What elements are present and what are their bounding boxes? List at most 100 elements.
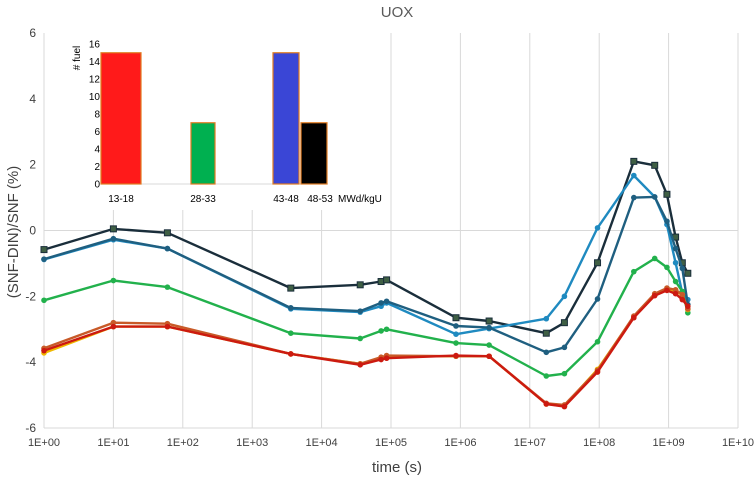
- data-point: [109, 225, 117, 233]
- y-tick-label: 4: [29, 92, 36, 106]
- inset-y-tick-label: 12: [89, 75, 101, 86]
- data-point: [41, 347, 47, 354]
- data-point: [679, 296, 686, 303]
- data-point: [560, 319, 568, 327]
- x-tick-labels: 1E+00 1E+01 1E+02 1E+03 1E+04 1E+05 1E+06 1E+07…: [28, 437, 754, 449]
- data-point: [41, 297, 47, 304]
- data-point: [672, 286, 679, 293]
- data-point: [631, 194, 637, 201]
- x-tick-label: 1E+08: [583, 437, 615, 449]
- x-tick-label: 1E+07: [514, 437, 546, 449]
- data-point: [651, 161, 659, 169]
- data-point: [561, 293, 568, 300]
- x-tick-label: 1E+03: [236, 437, 268, 449]
- y-tick-label: 2: [29, 158, 36, 172]
- data-point: [594, 225, 601, 231]
- data-point: [486, 324, 492, 331]
- data-point: [453, 331, 459, 337]
- inset-y-tick-label: 14: [89, 57, 101, 68]
- inset-x-tick-labels: 13-18 28-33 43-48 48-53: [108, 194, 333, 205]
- data-point: [378, 328, 384, 334]
- series-4: [41, 255, 691, 379]
- inset-bars: [100, 52, 328, 185]
- inset-x-tick-label: 28-33: [190, 194, 216, 205]
- x-tick-label: 1E+00: [28, 437, 60, 449]
- inset-unit-label: MWd/kgU: [338, 194, 382, 205]
- data-point: [684, 269, 692, 277]
- data-point: [630, 157, 638, 165]
- data-point: [679, 291, 686, 298]
- data-point: [631, 314, 637, 321]
- data-point: [543, 401, 550, 407]
- data-point: [631, 268, 637, 275]
- inset-bar: [300, 122, 328, 185]
- data-point: [594, 296, 601, 302]
- x-axis-label: time (s): [372, 459, 422, 476]
- data-point: [486, 353, 492, 360]
- data-point: [383, 326, 390, 333]
- inset-y-tick-label: 2: [94, 162, 100, 173]
- data-point: [561, 370, 568, 377]
- data-point: [561, 344, 568, 351]
- x-tick-label: 1E+02: [167, 437, 199, 449]
- data-point: [110, 319, 117, 326]
- x-tick-label: 1E+06: [444, 437, 476, 449]
- data-point: [561, 403, 568, 410]
- data-point: [452, 314, 460, 322]
- data-point: [383, 276, 391, 284]
- data-point: [383, 298, 390, 305]
- inset-y-tick-label: 8: [94, 110, 100, 121]
- series-group: [40, 157, 692, 410]
- data-point: [288, 305, 294, 311]
- y-tick-label: 6: [29, 26, 36, 40]
- data-point: [594, 369, 601, 375]
- inset-x-tick-label: 43-48: [273, 194, 299, 205]
- data-point: [163, 229, 171, 237]
- inset-x-tick-label: 13-18: [108, 194, 134, 205]
- data-point: [672, 245, 679, 252]
- x-tick-label: 1E+04: [306, 437, 338, 449]
- data-point: [594, 259, 602, 267]
- y-tick-label: 0: [29, 224, 36, 238]
- data-point: [672, 290, 679, 297]
- series-line: [43, 195, 689, 354]
- data-point: [679, 265, 686, 272]
- data-point: [663, 190, 671, 198]
- data-point: [631, 172, 637, 179]
- data-point: [288, 351, 294, 357]
- data-point: [486, 342, 492, 348]
- inset-bar: [272, 52, 300, 185]
- inset-bar-chart: # fuel 0 2 4 6 8 10 12 14 16 13-18 28-33 43-48 48-5…: [58, 30, 382, 210]
- inset-bar: [190, 122, 216, 185]
- data-point: [664, 287, 670, 294]
- data-point: [40, 246, 48, 254]
- data-point: [651, 255, 658, 262]
- inset-bar: [100, 52, 142, 185]
- inset-x-tick-label: 48-53: [307, 194, 333, 205]
- inset-y-tick-label: 6: [94, 127, 100, 138]
- data-point: [357, 335, 364, 342]
- data-point: [357, 308, 364, 314]
- x-tick-label: 1E+05: [375, 437, 407, 449]
- data-point: [164, 284, 171, 290]
- data-point: [685, 303, 691, 310]
- x-tick-label: 1E+10: [722, 437, 754, 449]
- inset-y-tick-label: 4: [94, 145, 100, 156]
- data-point: [542, 329, 550, 337]
- data-point: [357, 362, 364, 368]
- data-point: [110, 235, 117, 242]
- data-point: [453, 352, 459, 359]
- data-point: [543, 349, 550, 356]
- y-tick-label: -2: [25, 289, 36, 303]
- data-point: [543, 315, 550, 322]
- data-point: [651, 194, 658, 200]
- data-point: [164, 323, 171, 330]
- data-point: [453, 340, 459, 346]
- inset-y-tick-labels: 0 2 4 6 8 10 12 14 16: [89, 40, 101, 191]
- series-3: [41, 194, 691, 356]
- inset-y-tick-label: 0: [94, 180, 100, 191]
- data-point: [453, 323, 459, 329]
- data-point: [378, 356, 384, 363]
